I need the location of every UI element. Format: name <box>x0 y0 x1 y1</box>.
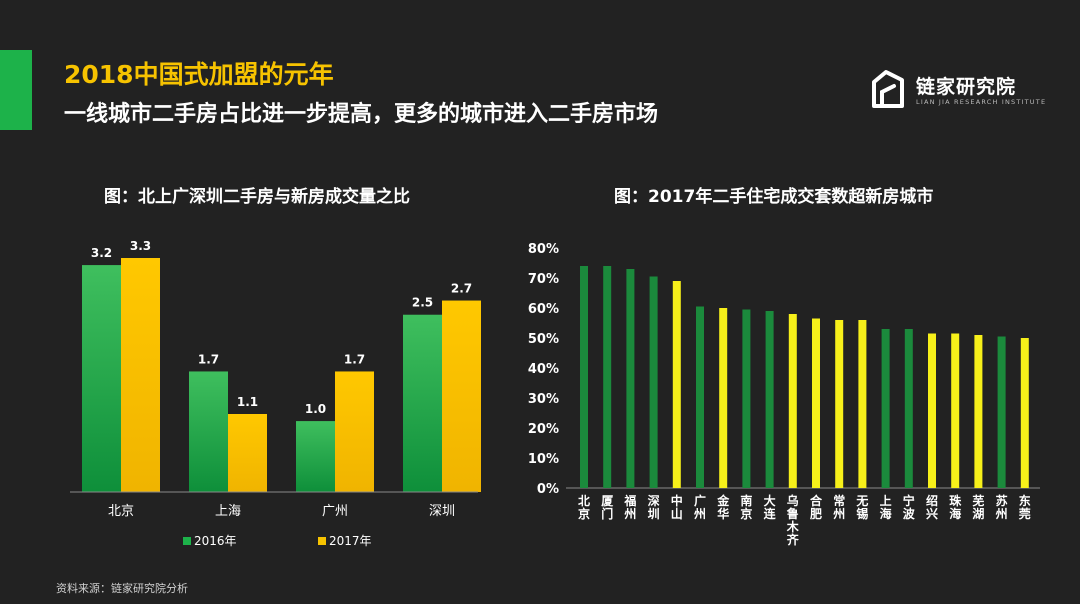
x-tick-label: 北京 <box>578 493 590 521</box>
bar-value-label: 1.1 <box>237 395 258 409</box>
bar-福州 <box>626 269 635 488</box>
x-tick-label: 南京 <box>740 493 752 521</box>
y-tick-label: 20% <box>528 422 559 437</box>
bar-乌鲁木齐 <box>788 314 797 488</box>
bar-value-label: 2.5 <box>412 296 433 310</box>
bar-广州-2017年 <box>335 371 374 492</box>
logo-mark-icon <box>872 70 904 108</box>
bar-绍兴 <box>928 333 936 488</box>
bar-南京 <box>742 309 751 488</box>
legend-swatch-2017年 <box>318 537 326 545</box>
bar-value-label: 1.7 <box>344 352 365 366</box>
y-tick-label: 60% <box>528 302 559 317</box>
x-tick-label: 广州 <box>693 493 706 521</box>
x-tick-label: 北京 <box>108 504 134 519</box>
bar-上海-2016年 <box>189 371 228 492</box>
legend-label: 2016年 <box>194 534 237 548</box>
logo-name: 链家研究院 <box>916 76 1017 98</box>
bar-中山 <box>672 281 681 488</box>
bar-value-label: 2.7 <box>451 282 472 296</box>
y-tick-label: 30% <box>528 392 559 407</box>
logo: 链家研究院 LIAN JIA RESEARCH INSTITUTE <box>866 68 1046 118</box>
bar-金华 <box>719 308 728 488</box>
y-tick-label: 80% <box>528 242 559 257</box>
bar-宁波 <box>904 329 913 488</box>
accent-bar <box>0 50 32 130</box>
bar-珠海 <box>951 333 960 488</box>
legend-swatch-2016年 <box>183 537 191 545</box>
x-tick-label: 苏州 <box>995 493 1008 521</box>
x-tick-label: 深圳 <box>429 504 455 519</box>
x-tick-label: 中山 <box>671 493 683 521</box>
x-tick-label: 宁波 <box>903 493 916 521</box>
bar-广州 <box>696 306 704 488</box>
bar-深圳-2017年 <box>442 300 481 492</box>
x-tick-label: 芜湖 <box>972 493 984 521</box>
x-tick-label: 珠海 <box>949 493 962 521</box>
bar-常州 <box>835 320 844 488</box>
bar-厦门 <box>603 266 612 488</box>
x-tick-label: 大连 <box>764 493 777 521</box>
x-tick-label: 福州 <box>623 493 636 521</box>
bar-上海 <box>881 329 890 488</box>
bar-北京 <box>580 266 588 488</box>
bar-芜湖 <box>974 335 983 488</box>
x-tick-label: 绍兴 <box>926 493 938 521</box>
bar-苏州 <box>997 336 1006 488</box>
bar-value-label: 1.7 <box>198 352 219 366</box>
x-tick-label: 乌鲁木齐 <box>786 493 800 547</box>
page-subtitle: 一线城市二手房占比进一步提高，更多的城市进入二手房市场 <box>64 102 659 127</box>
y-tick-label: 0% <box>537 482 559 497</box>
x-tick-label: 上海 <box>215 504 241 519</box>
x-tick-label: 合肥 <box>810 493 823 521</box>
bar-东莞 <box>1020 338 1029 488</box>
x-tick-label: 金华 <box>716 493 730 521</box>
bar-value-label: 1.0 <box>305 402 326 416</box>
source-note: 资料来源：链家研究院分析 <box>56 582 188 595</box>
x-tick-label: 无锡 <box>855 494 868 521</box>
x-tick-label: 东莞 <box>1019 493 1031 521</box>
bar-深圳-2016年 <box>403 314 442 492</box>
x-tick-label: 深圳 <box>648 493 660 521</box>
bar-上海-2017年 <box>228 414 267 492</box>
x-tick-label: 上海 <box>880 493 892 521</box>
x-tick-label: 厦门 <box>601 493 614 521</box>
left-chart-title: 图：北上广深圳二手房与新房成交量之比 <box>104 187 410 207</box>
legend-label: 2017年 <box>329 534 372 548</box>
bar-北京-2016年 <box>82 265 121 492</box>
bar-北京-2017年 <box>121 258 160 492</box>
bar-广州-2016年 <box>296 421 335 492</box>
y-tick-label: 50% <box>528 332 559 347</box>
y-tick-label: 40% <box>528 362 559 377</box>
bar-无锡 <box>858 320 867 488</box>
page-title: 2018中国式加盟的元年 <box>64 60 334 89</box>
logo-tagline: LIAN JIA RESEARCH INSTITUTE <box>916 98 1047 106</box>
bar-深圳 <box>649 276 658 488</box>
x-tick-label: 常州 <box>832 493 845 521</box>
bar-value-label: 3.3 <box>130 239 151 253</box>
x-tick-label: 广州 <box>322 504 348 519</box>
bar-value-label: 3.2 <box>91 246 112 260</box>
y-tick-label: 10% <box>528 452 559 467</box>
bar-合肥 <box>812 318 820 488</box>
right-chart-title: 图：2017年二手住宅成交套数超新房城市 <box>614 187 934 207</box>
y-tick-label: 70% <box>528 272 559 287</box>
bar-大连 <box>765 311 774 488</box>
